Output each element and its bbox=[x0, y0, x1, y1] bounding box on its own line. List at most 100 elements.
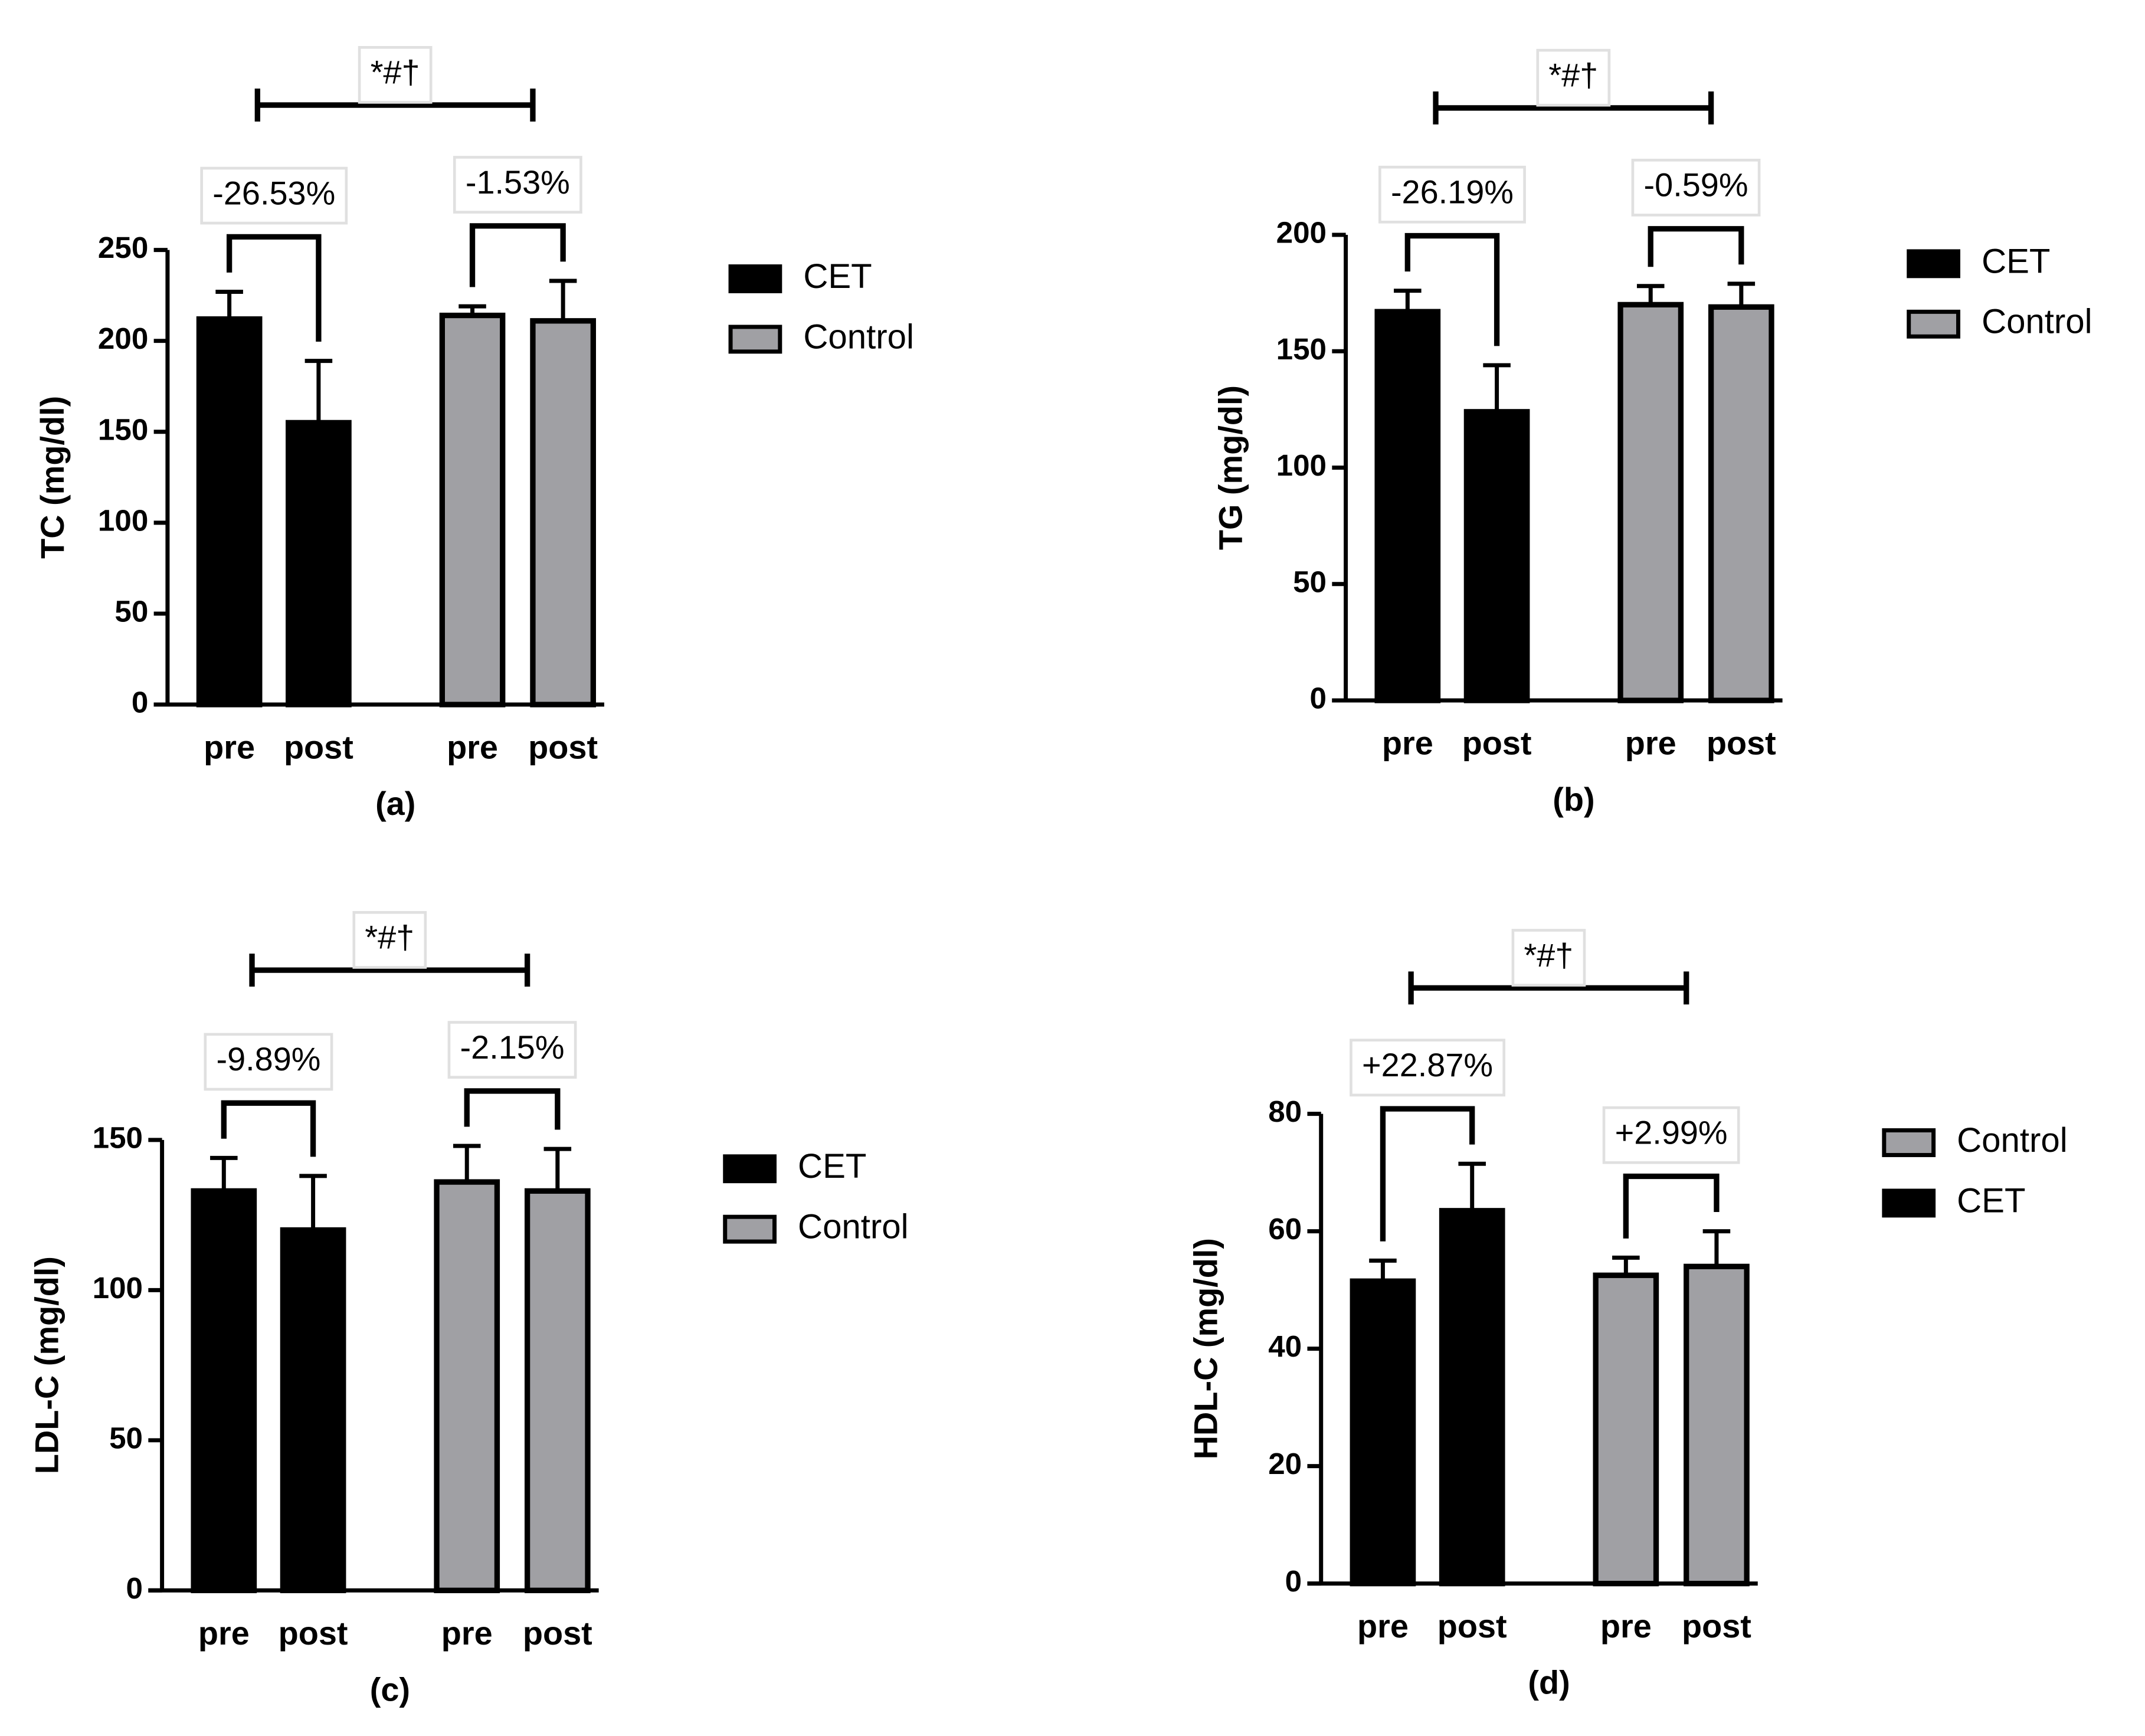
annotation-box bbox=[358, 45, 433, 104]
x-tick-label: post bbox=[523, 1614, 592, 1652]
y-tick-label: 40 bbox=[1268, 1329, 1302, 1363]
annotation-box bbox=[453, 156, 582, 214]
x-tick-label: pre bbox=[1357, 1607, 1409, 1645]
annotation-box bbox=[447, 1021, 577, 1079]
bracket bbox=[221, 1100, 316, 1157]
bar bbox=[1463, 409, 1530, 703]
x-tick-label: pre bbox=[441, 1614, 493, 1652]
y-tick-label: 200 bbox=[98, 322, 148, 355]
bracket bbox=[226, 234, 322, 342]
x-tick-label: post bbox=[528, 729, 598, 766]
x-tick-label: pre bbox=[198, 1614, 250, 1652]
y-tick-label: 100 bbox=[98, 503, 148, 537]
bracket bbox=[1380, 1106, 1475, 1242]
bar bbox=[1374, 309, 1441, 703]
bar bbox=[434, 1179, 500, 1593]
legend-swatch bbox=[1882, 1188, 1936, 1218]
annotation: -26.53% bbox=[212, 174, 335, 211]
y-axis-label: TG (mg/dl) bbox=[1212, 385, 1249, 550]
bar bbox=[1593, 1272, 1659, 1587]
y-tick-label: 150 bbox=[93, 1121, 143, 1154]
annotation: *#† bbox=[371, 54, 420, 91]
legend-label: CET bbox=[1957, 1181, 2025, 1220]
y-axis-label: TC (mg/dl) bbox=[34, 396, 71, 559]
annotation: -0.59% bbox=[1644, 166, 1748, 204]
annotation: *#† bbox=[1524, 936, 1574, 974]
y-tick-label: 50 bbox=[1293, 565, 1327, 598]
annotation: -9.89% bbox=[216, 1040, 320, 1077]
x-tick-label: post bbox=[1682, 1607, 1751, 1645]
annotation: *#† bbox=[1548, 56, 1598, 93]
legend-swatch bbox=[728, 325, 782, 354]
bracket bbox=[469, 223, 566, 287]
y-tick-label: 250 bbox=[98, 231, 148, 264]
x-tick-label: post bbox=[1707, 725, 1776, 762]
y-tick-label: 100 bbox=[1276, 448, 1327, 482]
y-axis-label: HDL-C (mg/dl) bbox=[1187, 1238, 1224, 1459]
y-tick-label: 50 bbox=[109, 1421, 143, 1455]
y-tick-label: 20 bbox=[1268, 1447, 1302, 1480]
legend-label: Control bbox=[1982, 303, 2092, 341]
y-tick-label: 0 bbox=[1310, 682, 1327, 715]
y-tick-label: 150 bbox=[1276, 332, 1327, 366]
legend-label: Control bbox=[803, 317, 914, 356]
legend-swatch bbox=[723, 1154, 777, 1184]
panel-caption: (b) bbox=[1553, 781, 1594, 818]
annotation-box bbox=[1631, 159, 1761, 217]
x-tick-label: pre bbox=[1600, 1607, 1652, 1645]
y-tick-label: 50 bbox=[114, 594, 148, 628]
annotation-box bbox=[1511, 929, 1586, 987]
bar bbox=[530, 318, 596, 707]
annotation: *#† bbox=[365, 919, 414, 956]
bar bbox=[1684, 1263, 1750, 1587]
y-axis-label: LDL-C (mg/dl) bbox=[28, 1256, 66, 1474]
bar bbox=[1708, 304, 1774, 703]
panel-caption: (a) bbox=[375, 785, 415, 822]
legend-swatch bbox=[1882, 1128, 1936, 1157]
annotation-box bbox=[352, 911, 427, 969]
x-tick-label: pre bbox=[447, 729, 498, 766]
y-tick-label: 0 bbox=[126, 1571, 143, 1605]
bracket bbox=[1623, 1173, 1720, 1239]
x-tick-label: pre bbox=[1625, 725, 1676, 762]
y-tick-label: 60 bbox=[1268, 1212, 1302, 1246]
bar bbox=[191, 1188, 257, 1593]
x-tick-label: pre bbox=[1382, 725, 1433, 762]
bracket bbox=[1648, 226, 1744, 267]
y-tick-label: 0 bbox=[132, 686, 148, 719]
legend-label: Control bbox=[798, 1208, 909, 1246]
legend-swatch bbox=[1907, 249, 1960, 279]
bracket bbox=[464, 1088, 561, 1130]
y-tick-label: 200 bbox=[1276, 216, 1327, 250]
bar bbox=[1617, 302, 1684, 703]
x-tick-label: post bbox=[1462, 725, 1532, 762]
x-tick-label: post bbox=[284, 729, 353, 766]
legend-swatch bbox=[723, 1214, 777, 1244]
legend-label: CET bbox=[1982, 242, 2050, 280]
y-tick-label: 0 bbox=[1285, 1564, 1302, 1598]
bar bbox=[1350, 1278, 1416, 1587]
annotation-box bbox=[200, 166, 348, 225]
annotation-box bbox=[1350, 1039, 1506, 1097]
annotation: +2.99% bbox=[1615, 1113, 1728, 1151]
y-tick-label: 150 bbox=[98, 412, 148, 446]
x-tick-label: pre bbox=[204, 729, 255, 766]
legend-swatch bbox=[728, 264, 782, 293]
annotation: -26.19% bbox=[1391, 173, 1514, 211]
annotation: -1.53% bbox=[466, 163, 570, 201]
panel-caption: (c) bbox=[370, 1671, 410, 1708]
panel-caption: (d) bbox=[1528, 1664, 1570, 1701]
annotation: -2.15% bbox=[460, 1029, 565, 1066]
annotation-box bbox=[1378, 165, 1526, 224]
legend-swatch bbox=[1907, 309, 1960, 339]
annotation: +22.87% bbox=[1362, 1046, 1493, 1083]
bar bbox=[280, 1227, 346, 1593]
bracket bbox=[1404, 232, 1500, 346]
legend-label: CET bbox=[803, 257, 872, 296]
bar bbox=[524, 1188, 591, 1593]
y-tick-label: 100 bbox=[93, 1271, 143, 1305]
bar bbox=[439, 312, 506, 707]
annotation-box bbox=[1536, 48, 1611, 107]
x-tick-label: post bbox=[279, 1614, 348, 1652]
